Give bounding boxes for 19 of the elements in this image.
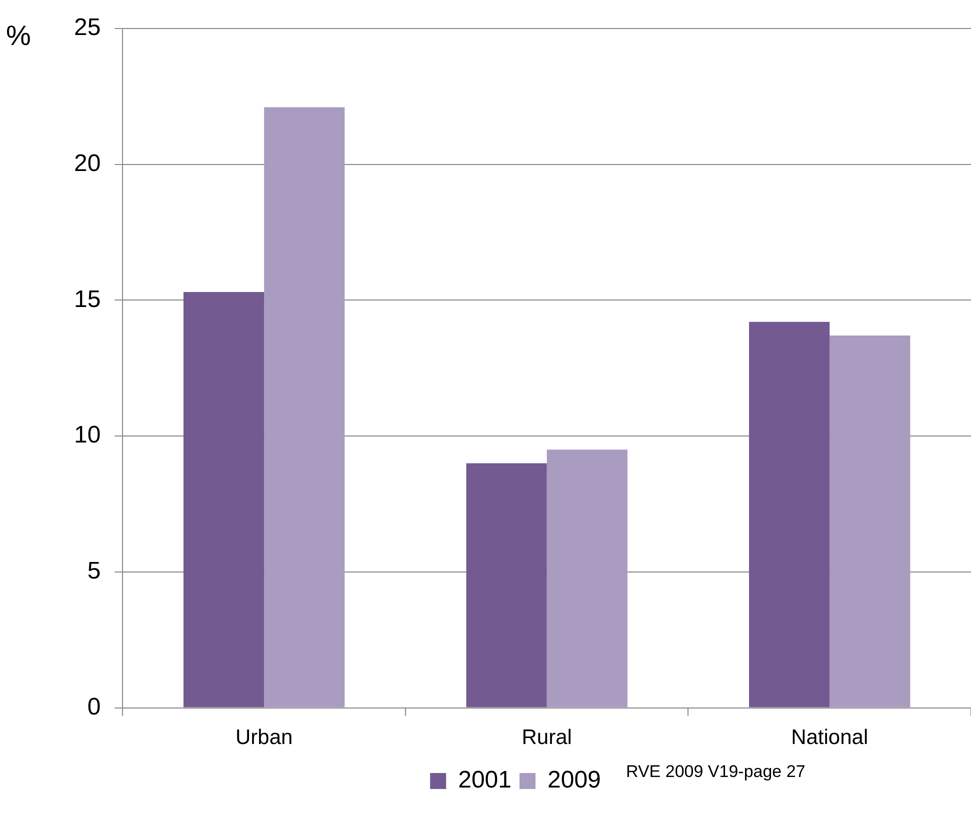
- x-tick-label: Rural: [522, 726, 572, 750]
- bar: [264, 107, 345, 708]
- legend-label: 2009: [548, 766, 601, 794]
- y-tick-label: 10: [74, 422, 101, 449]
- x-tick-label: National: [791, 726, 868, 750]
- y-tick-label: 5: [87, 558, 101, 585]
- text: RVE 2009 V19-page 27: [626, 762, 806, 782]
- y-tick-label: 25: [74, 14, 101, 42]
- y-tick-label: 0: [87, 693, 101, 720]
- bar: [466, 463, 547, 708]
- y-axis-title: %: [6, 20, 31, 52]
- y-tick-label: 20: [74, 150, 101, 177]
- x-tick-label: Urban: [235, 726, 293, 750]
- bar: [183, 292, 264, 708]
- bar: [546, 450, 628, 708]
- legend-label: 2001: [458, 766, 512, 794]
- bar: [749, 322, 830, 708]
- y-tick-label: 15: [74, 286, 101, 313]
- bar: [830, 335, 910, 708]
